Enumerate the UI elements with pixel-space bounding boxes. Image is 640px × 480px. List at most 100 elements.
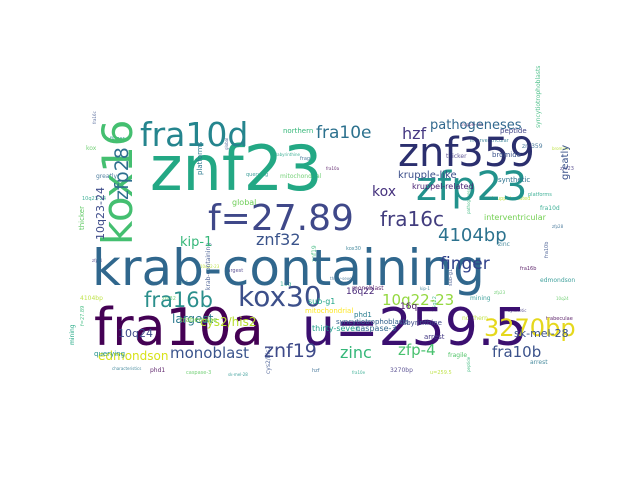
cloud-filler-word: synthetic bbox=[508, 308, 526, 313]
cloud-word: mining bbox=[69, 324, 76, 345]
cloud-filler-word: thicker bbox=[446, 153, 467, 160]
cloud-word: u=259.5 bbox=[302, 298, 527, 358]
cloud-filler-word: kox bbox=[86, 145, 97, 152]
cloud-word: trabeculae bbox=[180, 316, 218, 324]
cloud-filler-word: northern bbox=[462, 315, 488, 322]
cloud-filler-word: znf359 bbox=[522, 143, 543, 150]
cloud-filler-word: mitochondrial bbox=[280, 173, 322, 180]
cloud-filler-word: 10q23-24 bbox=[82, 196, 106, 202]
cloud-word: znf359 bbox=[398, 130, 535, 176]
cloud-filler-word: 3270bp bbox=[390, 367, 413, 374]
cloud-word: 10q23-24 bbox=[94, 187, 107, 240]
cloud-word: thicker bbox=[78, 206, 86, 230]
cloud-word: krupple-like bbox=[398, 170, 457, 181]
cloud-filler-word: zfp23 bbox=[494, 290, 506, 295]
cloud-word: bromide bbox=[492, 151, 521, 159]
cloud-filler-word: znf19 bbox=[311, 245, 318, 262]
cloud-word: 16q22 bbox=[346, 287, 375, 297]
cloud-filler-word: zfp28 bbox=[552, 224, 564, 229]
cloud-word: northern bbox=[283, 127, 313, 135]
cloud-filler-word: fragile bbox=[300, 156, 316, 162]
cloud-word: interventricular bbox=[484, 213, 547, 222]
cloud-filler-word: largest bbox=[226, 268, 243, 274]
cloud-filler-word: hzf bbox=[312, 368, 320, 374]
cloud-word: zfp28 bbox=[111, 147, 133, 200]
cloud-filler-word: arrest bbox=[530, 359, 548, 366]
cloud-filler-word: krupple-like bbox=[460, 122, 484, 127]
cloud-filler-word: kox16 bbox=[176, 280, 188, 285]
cloud-word: phd1 bbox=[354, 311, 372, 319]
cloud-filler-word: syncytiotrophoblasts bbox=[535, 66, 542, 128]
cloud-filler-word: 16q bbox=[280, 281, 292, 288]
cloud-word: caspase-3 bbox=[356, 324, 397, 333]
cloud-word: kip-1 bbox=[180, 235, 212, 250]
cloud-word: edmondson bbox=[98, 349, 168, 363]
cloud-filler-word: fra10d bbox=[540, 205, 560, 212]
cloud-word: 4104bp bbox=[438, 225, 507, 246]
cloud-word: kox bbox=[372, 184, 396, 200]
cloud-word: fra10d bbox=[140, 115, 248, 154]
cloud-filler-word: fra10e bbox=[352, 370, 366, 375]
cloud-filler-word: kox30 bbox=[346, 246, 361, 252]
cloud-filler-word: mining bbox=[470, 295, 491, 302]
cloud-filler-word: 10q24 bbox=[556, 296, 569, 301]
cloud-filler-word: pathogeneses bbox=[466, 186, 471, 214]
cloud-word: 10q24 bbox=[118, 327, 153, 340]
cloud-word: sub-g1 bbox=[308, 297, 335, 306]
cloud-word: global bbox=[232, 198, 256, 207]
cloud-word: kruppel-related bbox=[412, 182, 473, 191]
cloud-filler-word: peptide bbox=[466, 356, 471, 372]
cloud-filler-word: trabeculae bbox=[546, 316, 573, 322]
cloud-word: finger bbox=[440, 254, 490, 274]
cloud-word: kox16 bbox=[93, 119, 142, 245]
cloud-filler-word: labyrinthine bbox=[276, 152, 301, 157]
cloud-filler-word: characteristics bbox=[112, 366, 141, 371]
cloud-word: labyrinthine bbox=[400, 319, 442, 327]
cloud-word: zfp23 bbox=[416, 164, 527, 210]
cloud-filler-word: 10q22-23 bbox=[200, 264, 220, 269]
cloud-filler-word: caspase-3 bbox=[186, 370, 211, 376]
cloud-word: peptide bbox=[500, 127, 527, 135]
cloud-filler-word: fra16c bbox=[92, 111, 97, 124]
cloud-word: f=27.89 bbox=[208, 198, 354, 239]
cloud-filler-word: f=27.89 bbox=[80, 306, 86, 326]
cloud-filler-word: kruppel-related bbox=[492, 196, 530, 202]
cloud-filler-word: znf23 bbox=[560, 166, 574, 172]
cloud-filler-word: edmondson bbox=[540, 277, 575, 284]
cloud-filler-word: greatly bbox=[96, 173, 118, 180]
cloud-filler-word: platforms bbox=[528, 192, 552, 198]
cloud-word: largest bbox=[172, 312, 214, 326]
cloud-filler-word: finger bbox=[110, 136, 126, 142]
cloud-word: fra10a bbox=[94, 298, 264, 358]
cloud-word: mitochondrial bbox=[305, 307, 353, 315]
cloud-word: fragile bbox=[448, 352, 467, 359]
cloud-word: querying bbox=[94, 350, 125, 358]
cloud-word: synthetic bbox=[498, 176, 530, 184]
cloud-filler-word: znf32 bbox=[162, 296, 176, 302]
cloud-word: kox30 bbox=[238, 280, 322, 313]
cloud-filler-word: zinc bbox=[498, 241, 510, 248]
cloud-word: znf23 bbox=[150, 132, 323, 205]
cloud-filler-word: thirty-seven bbox=[330, 276, 355, 281]
cloud-word: 3270bp bbox=[484, 314, 576, 342]
cloud-word: sk-mel-28 bbox=[514, 327, 569, 340]
cloud-filler-word: fra10a bbox=[326, 166, 340, 171]
cloud-filler-word: fra16b bbox=[520, 266, 536, 272]
cloud-word: znf19 bbox=[264, 340, 317, 362]
cloud-filler-word: cys2/his2 bbox=[265, 346, 272, 374]
cloud-word: pathogeneses bbox=[430, 118, 522, 133]
cloud-filler-word: bromide bbox=[552, 146, 569, 151]
cloud-filler-word: 4104bp bbox=[80, 295, 103, 302]
cloud-word: fra10e bbox=[316, 123, 371, 143]
cloud-filler-word: monoblast bbox=[352, 285, 384, 292]
cloud-word: zfp-4 bbox=[398, 341, 436, 359]
cloud-filler-word: querying bbox=[246, 172, 268, 178]
cloud-filler-word: 16q22 bbox=[432, 296, 438, 312]
cloud-filler-word: interventricular bbox=[470, 138, 510, 144]
cloud-word: arrest bbox=[424, 333, 445, 341]
cloud-word: 16q bbox=[400, 302, 417, 312]
cloud-filler-word: fra10b bbox=[544, 242, 550, 258]
cloud-word: fra16c bbox=[380, 207, 444, 231]
cloud-filler-word: krab-containing bbox=[205, 243, 212, 290]
